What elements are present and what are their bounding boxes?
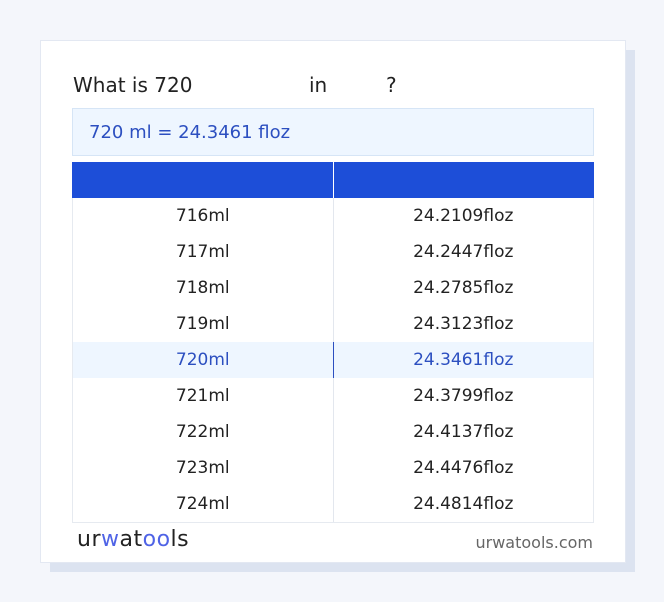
ml-cell: 718ml [73,270,334,306]
conversion-table: 716ml 24.2109floz 717ml 24.2447floz 718ml 24.… [72,198,594,523]
title-suffix: ? [386,73,397,97]
floz-cell: 24.4476floz [413,458,514,478]
table-row: 721ml 24.3799floz [73,378,593,414]
table-row: 719ml 24.3123floz [73,306,593,342]
title-prefix: What is 720 [73,73,193,97]
title-middle: in [309,73,328,97]
table-row: 722ml 24.4137floz [73,414,593,450]
table-row: 724ml 24.4814floz [73,486,593,522]
table-row: 723ml 24.4476floz [73,450,593,486]
table-row: 717ml 24.2447floz [73,234,593,270]
table-header [72,162,594,198]
ml-cell: 719ml [73,306,334,342]
converter-card: What is 720 in ? 720 ml = 24.3461 floz 7… [40,40,626,563]
page-title: What is 720 in ? [73,73,397,193]
site-link[interactable]: urwatools.com [475,533,594,552]
table-row: 720ml 24.3461floz [73,342,593,378]
floz-cell: 24.2109floz [413,206,514,226]
floz-cell: 24.2785floz [413,278,514,298]
floz-cell: 24.3123floz [413,314,514,334]
ml-cell: 716ml [73,198,334,234]
ml-cell: 724ml [73,486,334,522]
floz-cell: 24.3799floz [413,386,514,406]
floz-cell: 24.4137floz [413,422,514,442]
ml-cell: 723ml [73,450,334,486]
result-text: 720 ml = 24.3461 floz [89,122,291,143]
floz-cell: 24.4814floz [413,494,514,514]
result-box: 720 ml = 24.3461 floz [72,108,594,156]
floz-cell: 24.3461floz [413,350,514,370]
table-row: 716ml 24.2109floz [73,198,593,234]
table-row: 718ml 24.2785floz [73,270,593,306]
ml-cell: 721ml [73,378,334,414]
ml-cell: 720ml [73,342,334,378]
floz-cell: 24.2447floz [413,242,514,262]
ml-cell: 722ml [73,414,334,450]
ml-cell: 717ml [73,234,334,270]
urwatools-logo[interactable]: urwatools [77,527,190,552]
header-divider [333,162,334,198]
